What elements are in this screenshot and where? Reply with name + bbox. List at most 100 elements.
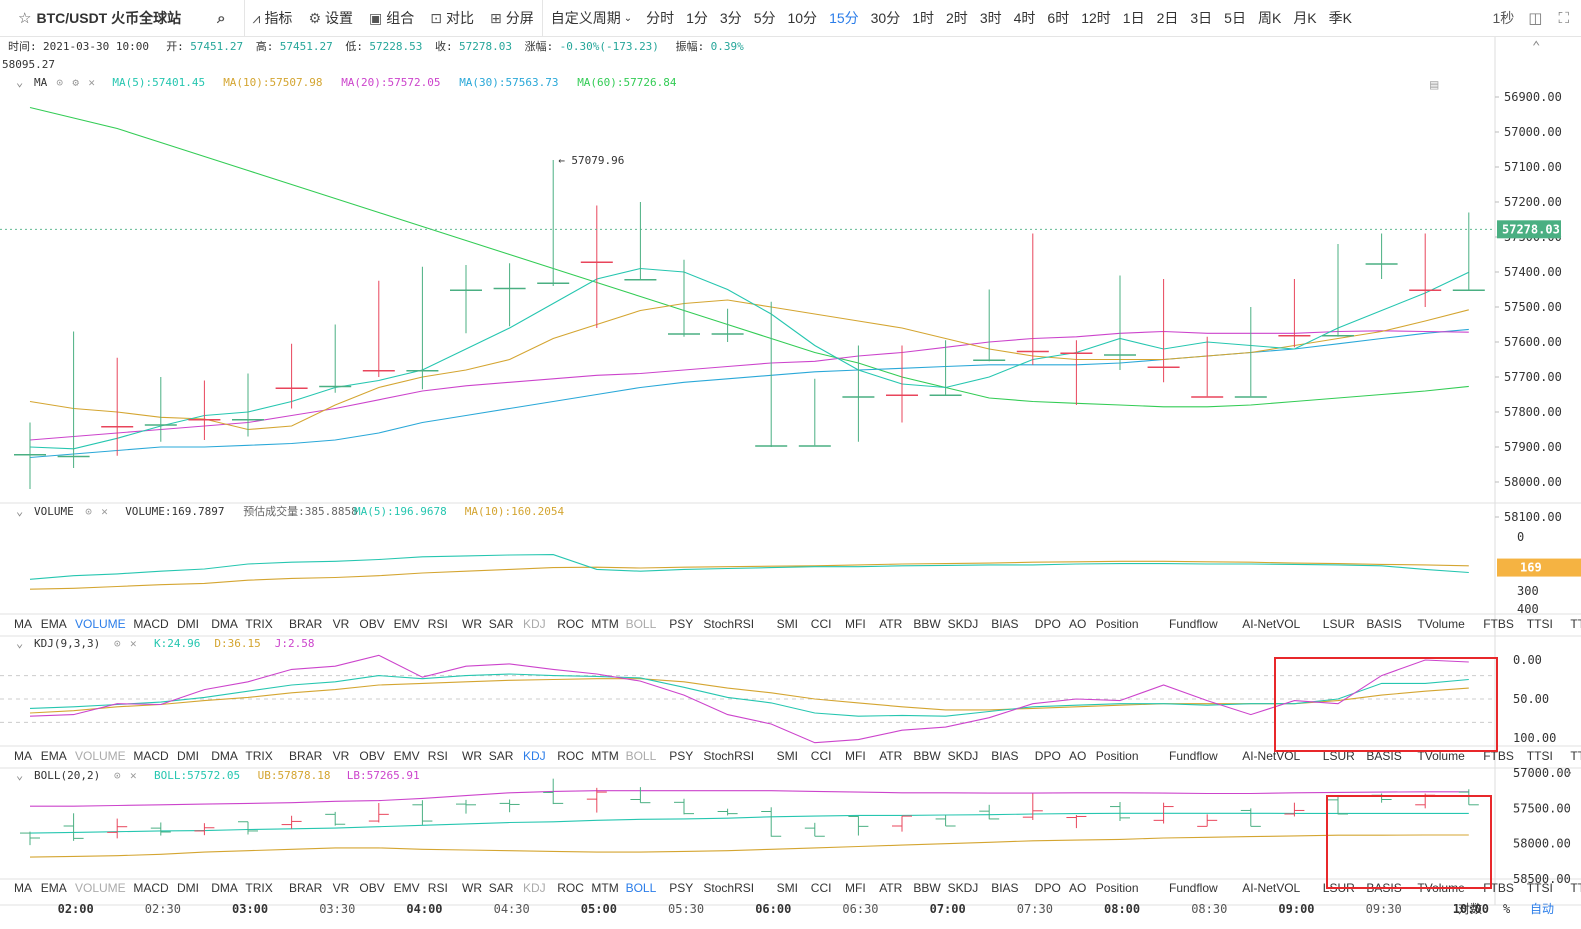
indicator-tab-TRIX[interactable]: TRIX <box>245 749 272 763</box>
indicator-tab-TRIX[interactable]: TRIX <box>245 881 272 895</box>
indicator-tab-BRAR[interactable]: BRAR <box>289 749 323 763</box>
indicator-tab-VOLUME[interactable]: VOLUME <box>75 617 126 631</box>
indicator-tab-MFI[interactable]: MFI <box>845 749 866 763</box>
timeframe-月K[interactable]: 月K <box>1293 10 1317 26</box>
indicator-tab-TTMU[interactable]: TTMU <box>1570 749 1581 763</box>
timeframe-1日[interactable]: 1日 <box>1122 10 1145 26</box>
indicator-tab-SKDJ[interactable]: SKDJ <box>948 617 979 631</box>
indicator-tab-EMV[interactable]: EMV <box>394 617 420 631</box>
indicator-tab-SKDJ[interactable]: SKDJ <box>948 881 979 895</box>
timeframe-10分[interactable]: 10分 <box>787 10 818 26</box>
timeframe-6时[interactable]: 6时 <box>1047 10 1070 26</box>
indicator-tab-MA[interactable]: MA <box>14 749 32 763</box>
indicator-tab-BOLL[interactable]: BOLL <box>626 749 657 763</box>
indicator-tab-BIAS[interactable]: BIAS <box>991 617 1018 631</box>
indicator-tab-SKDJ[interactable]: SKDJ <box>948 749 979 763</box>
timeframe-分时[interactable]: 分时 <box>646 10 675 26</box>
timeframe-3日[interactable]: 3日 <box>1190 10 1213 26</box>
indicator-tab-Fundflow[interactable]: Fundflow <box>1169 617 1218 631</box>
indicator-tab-VOLUME[interactable]: VOLUME <box>75 749 126 763</box>
indicator-tab-VR[interactable]: VR <box>333 881 350 895</box>
timeframe-12时[interactable]: 12时 <box>1081 10 1111 26</box>
toolbar-button-compare[interactable]: ⊡ 对比 <box>422 0 482 37</box>
indicator-tab-BIAS[interactable]: BIAS <box>991 749 1018 763</box>
indicator-tab-ATR[interactable]: ATR <box>879 617 902 631</box>
indicator-tab-StochRSI[interactable]: StochRSI <box>703 617 754 631</box>
indicator-tab-Fundflow[interactable]: Fundflow <box>1169 881 1218 895</box>
indicator-tab-TTSI[interactable]: TTSI <box>1527 617 1553 631</box>
indicator-tab-WR[interactable]: WR <box>462 749 482 763</box>
indicator-tab-FTBS[interactable]: FTBS <box>1483 617 1514 631</box>
indicator-tab-DMI[interactable]: DMI <box>177 881 199 895</box>
indicator-tab-Position[interactable]: Position <box>1096 881 1139 895</box>
indicator-tab-MACD[interactable]: MACD <box>133 881 169 895</box>
indicator-tab-SMI[interactable]: SMI <box>777 881 798 895</box>
indicator-tab-PSY[interactable]: PSY <box>669 749 693 763</box>
indicator-tab-WR[interactable]: WR <box>462 617 482 631</box>
indicator-tab-SAR[interactable]: SAR <box>489 881 514 895</box>
custom-period-dropdown[interactable]: 自定义周期 ⌄ <box>543 0 640 37</box>
timeframe-3时[interactable]: 3时 <box>979 10 1002 26</box>
toolbar-button-indicator[interactable]: ⩘ 指标 <box>245 0 301 37</box>
indicator-tab-BRAR[interactable]: BRAR <box>289 617 323 631</box>
timeframe-季K[interactable]: 季K <box>1328 10 1352 26</box>
indicator-tab-SMI[interactable]: SMI <box>777 617 798 631</box>
search-icon[interactable]: ⌕ <box>217 9 226 27</box>
indicator-tab-Position[interactable]: Position <box>1096 617 1139 631</box>
indicator-tab-EMV[interactable]: EMV <box>394 749 420 763</box>
indicator-tab-MFI[interactable]: MFI <box>845 881 866 895</box>
indicator-tab-TRIX[interactable]: TRIX <box>245 617 272 631</box>
indicator-tab-AO[interactable]: AO <box>1069 617 1086 631</box>
indicator-tab-TVolume[interactable]: TVolume <box>1417 749 1465 763</box>
chart-canvas[interactable]: 时间: 2021-03-30 10:00 开: 57451.27 高: 57451.27 低… <box>0 37 1581 929</box>
indicator-tab-Position[interactable]: Position <box>1096 749 1139 763</box>
indicator-tab-BBW[interactable]: BBW <box>913 617 941 631</box>
timeframe-30分[interactable]: 30分 <box>870 10 901 26</box>
indicator-tab-EMA[interactable]: EMA <box>41 881 67 895</box>
timeframe-15分[interactable]: 15分 <box>829 10 859 26</box>
indicator-tab-StochRSI[interactable]: StochRSI <box>703 881 754 895</box>
indicator-tab-AI-NetVOL[interactable]: AI-NetVOL <box>1242 749 1300 763</box>
indicator-tab-DPO[interactable]: DPO <box>1035 749 1061 763</box>
indicator-tab-MA[interactable]: MA <box>14 881 32 895</box>
indicator-tab-DMA[interactable]: DMA <box>211 881 238 895</box>
indicator-tab-ROC[interactable]: ROC <box>557 617 584 631</box>
indicator-tab-DMA[interactable]: DMA <box>211 749 238 763</box>
indicator-tab-MACD[interactable]: MACD <box>133 617 169 631</box>
timeframe-2日[interactable]: 2日 <box>1156 10 1179 26</box>
indicator-tab-CCI[interactable]: CCI <box>811 749 832 763</box>
fullscreen-icon[interactable]: ⛶ <box>1558 9 1569 27</box>
indicator-tab-KDJ[interactable]: KDJ <box>523 881 546 895</box>
indicator-tab-BASIS[interactable]: BASIS <box>1366 617 1401 631</box>
timeframe-1分[interactable]: 1分 <box>686 10 708 26</box>
timeframe-3分[interactable]: 3分 <box>719 10 742 26</box>
indicator-tab-KDJ[interactable]: KDJ <box>523 617 546 631</box>
timeframe-5分[interactable]: 5分 <box>753 10 776 26</box>
indicator-tab-VR[interactable]: VR <box>333 617 350 631</box>
indicator-tab-OBV[interactable]: OBV <box>359 617 384 631</box>
indicator-tab-OBV[interactable]: OBV <box>359 749 384 763</box>
indicator-tab-WR[interactable]: WR <box>462 881 482 895</box>
toolbar-button-settings[interactable]: ⚙ 设置 <box>300 0 361 37</box>
indicator-tab-DMI[interactable]: DMI <box>177 749 199 763</box>
indicator-tab-TTSI[interactable]: TTSI <box>1527 749 1553 763</box>
indicator-tab-MTM[interactable]: MTM <box>591 617 618 631</box>
indicator-tab-MTM[interactable]: MTM <box>591 881 618 895</box>
indicator-tab-MFI[interactable]: MFI <box>845 617 866 631</box>
timeframe-周K[interactable]: 周K <box>1257 10 1282 26</box>
indicator-tab-BBW[interactable]: BBW <box>913 881 941 895</box>
timeframe-4时[interactable]: 4时 <box>1013 10 1036 26</box>
camera-icon[interactable]: ◫ <box>1528 10 1543 27</box>
indicator-tab-AO[interactable]: AO <box>1069 881 1086 895</box>
timeframe-1时[interactable]: 1时 <box>912 10 935 26</box>
indicator-tab-FTBS[interactable]: FTBS <box>1483 749 1514 763</box>
log-scale-toggle[interactable]: 对数 <box>1458 901 1482 916</box>
indicator-tab-BBW[interactable]: BBW <box>913 749 941 763</box>
indicator-tab-MA[interactable]: MA <box>14 617 32 631</box>
indicator-tab-VOLUME[interactable]: VOLUME <box>75 881 126 895</box>
indicator-tab-ATR[interactable]: ATR <box>879 881 902 895</box>
indicator-tab-KDJ[interactable]: KDJ <box>523 749 546 763</box>
indicator-tab-SAR[interactable]: SAR <box>489 617 514 631</box>
indicator-tab-BIAS[interactable]: BIAS <box>991 881 1018 895</box>
indicator-tab-BASIS[interactable]: BASIS <box>1366 749 1401 763</box>
